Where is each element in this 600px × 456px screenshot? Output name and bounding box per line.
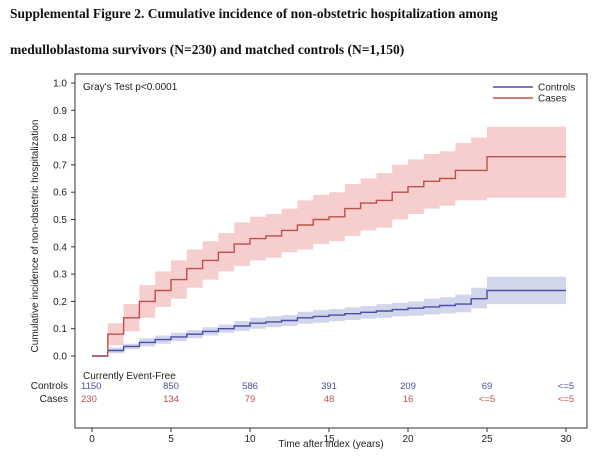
x-tick-label: 20	[402, 434, 414, 445]
y-tick-label: 0.6	[53, 188, 67, 199]
risk-value-controls: 69	[482, 381, 493, 392]
risk-value-cases: 16	[403, 394, 414, 405]
x-tick-label: 10	[244, 434, 256, 445]
x-axis-label: Time after index (years)	[278, 439, 383, 450]
figure-title-line-1: Supplemental Figure 2. Cumulative incide…	[10, 6, 498, 21]
risk-value-cases: 48	[324, 394, 335, 405]
y-tick-label: 0.9	[53, 106, 67, 117]
figure-title-line-2: medulloblastoma survivors (N=230) and ma…	[10, 42, 405, 57]
x-tick-label: 15	[323, 434, 335, 445]
cases-confidence-band	[92, 126, 566, 356]
y-tick-label: 1.0	[53, 79, 67, 90]
risk-table-title: Currently Event-Free	[83, 371, 176, 382]
risk-value-cases: <=5	[479, 394, 495, 405]
x-tick-label: 0	[89, 434, 95, 445]
risk-value-cases: <=5	[558, 394, 574, 405]
risk-value-controls: <=5	[558, 381, 574, 392]
risk-value-controls: 391	[321, 381, 337, 392]
x-tick-label: 30	[560, 434, 572, 445]
risk-value-controls: 586	[242, 381, 258, 392]
y-tick-label: 0.2	[53, 297, 67, 308]
risk-value-controls: 850	[163, 381, 179, 392]
y-tick-label: 0.1	[53, 324, 67, 335]
legend-label-controls: Controls	[538, 83, 575, 94]
y-tick-label: 0.7	[53, 160, 67, 171]
risk-row-label-controls: Controls	[31, 381, 68, 392]
legend-label-cases: Cases	[538, 94, 566, 105]
cases-incidence-line	[92, 155, 566, 357]
y-tick-label: 0.5	[53, 215, 67, 226]
grays-test-annotation: Gray's Test p<0.0001	[83, 82, 178, 93]
plot-area-frame	[74, 73, 588, 429]
risk-value-cases: 79	[245, 394, 256, 405]
x-tick-label: 5	[168, 434, 174, 445]
risk-value-cases: 230	[81, 394, 97, 405]
risk-value-cases: 134	[163, 394, 179, 405]
y-tick-label: 0.4	[53, 242, 67, 253]
y-tick-label: 0.3	[53, 270, 67, 281]
risk-value-controls: 209	[400, 381, 416, 392]
y-tick-label: 0.0	[53, 352, 67, 363]
risk-value-controls: 1150	[81, 381, 101, 392]
risk-row-label-cases: Cases	[40, 394, 68, 405]
x-tick-label: 25	[481, 434, 493, 445]
y-tick-label: 0.8	[53, 133, 67, 144]
controls-incidence-line	[92, 289, 566, 357]
y-axis-label: Cumulative incidence of non-obstetric ho…	[30, 120, 41, 353]
